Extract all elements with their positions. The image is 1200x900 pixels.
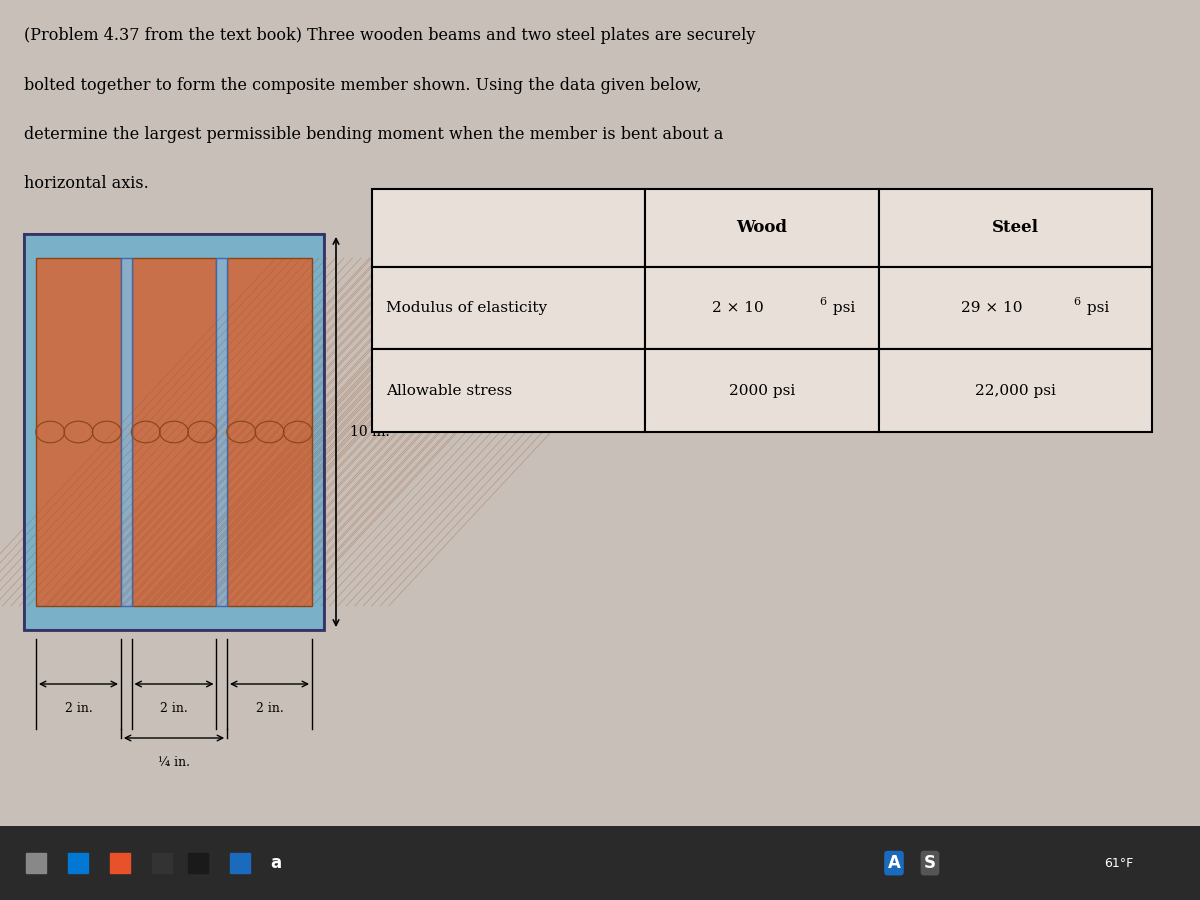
Bar [878, 189, 1152, 266]
Text: A: A [888, 854, 900, 872]
Text: a: a [270, 854, 282, 872]
Text: 2000 psi: 2000 psi [728, 383, 796, 398]
Bar [227, 257, 312, 607]
Text: 2 in.: 2 in. [65, 702, 92, 715]
Bar [372, 266, 646, 349]
Bar [372, 189, 646, 266]
Text: Modulus of elasticity: Modulus of elasticity [386, 302, 547, 315]
Bar [0, 826, 1200, 900]
Bar [646, 189, 878, 266]
Text: 2 × 10: 2 × 10 [712, 302, 764, 315]
Text: ¼ in.: ¼ in. [158, 756, 190, 769]
Bar [878, 266, 1152, 349]
Bar [132, 257, 216, 607]
Bar [372, 349, 646, 432]
Text: bolted together to form the composite member shown. Using the data given below,: bolted together to form the composite me… [24, 76, 702, 94]
Text: 6: 6 [1073, 297, 1080, 307]
Text: Allowable stress: Allowable stress [386, 383, 512, 398]
Bar [216, 257, 227, 607]
Text: 10 in.: 10 in. [350, 425, 390, 439]
Text: Wood: Wood [737, 220, 787, 237]
Text: (Problem 4.37 from the text book) Three wooden beams and two steel plates are se: (Problem 4.37 from the text book) Three … [24, 27, 755, 44]
Text: horizontal axis.: horizontal axis. [24, 176, 149, 193]
Text: determine the largest permissible bending moment when the member is bent about a: determine the largest permissible bendin… [24, 126, 724, 143]
Text: 22,000 psi: 22,000 psi [976, 383, 1056, 398]
Text: 2 in.: 2 in. [256, 702, 283, 715]
Text: Steel: Steel [992, 220, 1039, 237]
Text: psi: psi [828, 302, 856, 315]
Bar [24, 234, 324, 630]
Text: S: S [924, 854, 936, 872]
Bar [36, 257, 121, 607]
Bar [646, 266, 878, 349]
Text: 61°F: 61°F [1104, 857, 1133, 869]
Bar [878, 349, 1152, 432]
Bar [121, 257, 132, 607]
Text: 6: 6 [820, 297, 827, 307]
Text: 2 in.: 2 in. [160, 702, 188, 715]
Text: psi: psi [1081, 302, 1109, 315]
Bar [646, 349, 878, 432]
Bar [24, 234, 324, 630]
Text: 29 × 10: 29 × 10 [961, 302, 1022, 315]
